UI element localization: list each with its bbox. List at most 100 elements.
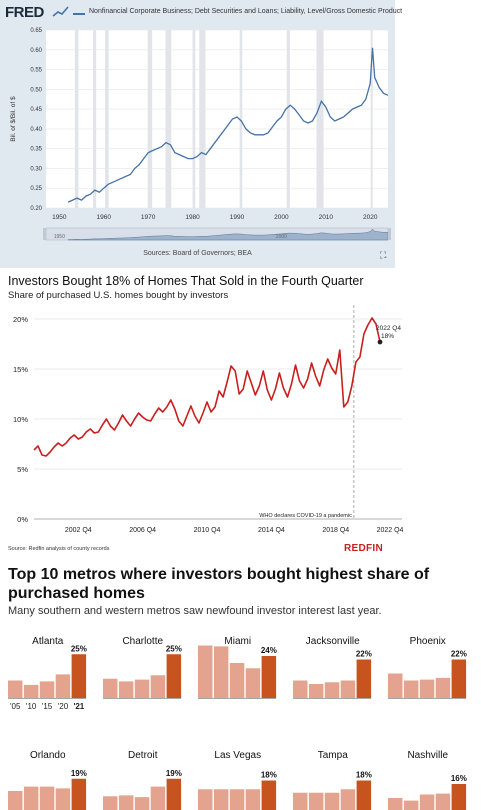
metro-bar — [435, 793, 451, 810]
fred-x-tick-label: 2020 — [363, 214, 378, 221]
metro-bar — [71, 778, 87, 810]
metro-bar — [308, 792, 324, 810]
metro-bar — [435, 677, 451, 698]
metro-bar — [340, 680, 356, 698]
redfin-plot: 0% 5% 10% 15% 20% 2002 Q4 2006 Q4 2010 Q4 2014 Q… — [13, 305, 404, 534]
fred-y-tick-label: 0.45 — [30, 107, 42, 113]
recession-shading — [74, 30, 79, 208]
metro-latest-value-label: 19% — [71, 769, 87, 778]
metro-name-tampa: Tampa — [318, 750, 348, 761]
metro-bar — [166, 654, 182, 698]
recession-shading — [192, 30, 196, 208]
metro-latest-value-label: 22% — [356, 650, 372, 659]
metro-year-label: '21 — [73, 702, 84, 711]
redfin-chart-subtitle: Share of purchased U.S. homes bought by … — [8, 290, 229, 301]
metro-name-phoenix: Phoenix — [410, 636, 446, 647]
metro-bar — [198, 645, 213, 698]
metro-bar — [118, 795, 134, 810]
fred-series-line — [67, 47, 389, 203]
fred-plot: 0.20 0.25 0.30 0.35 0.40 0.45 0.50 0.55 0.60 0.65… — [10, 28, 391, 241]
recession-shading — [147, 30, 153, 208]
metro-year-label: '10 — [26, 702, 37, 711]
metro-name-nashville: Nashville — [407, 750, 448, 761]
metro-year-label: '05 — [10, 702, 21, 711]
metro-bar — [118, 681, 134, 698]
metro-bar — [198, 789, 213, 810]
metro-bar — [403, 680, 419, 698]
fred-logo: FRED — [5, 4, 44, 21]
fred-y-tick-label: 0.35 — [30, 147, 42, 153]
metro-bar — [308, 684, 324, 698]
metro-bar — [71, 654, 87, 698]
fred-y-tick-label: 0.50 — [30, 87, 42, 93]
metro-latest-value-label: 16% — [451, 774, 467, 783]
metro-bar — [55, 674, 71, 698]
metro-bar — [388, 798, 403, 810]
metros-small-multiples: Atlanta25%'05'10'15'20'21Charlotte25%Mia… — [8, 636, 467, 810]
metro-bar — [103, 796, 118, 810]
metro-year-label: '15 — [42, 702, 53, 711]
metro-latest-value-label: 18% — [261, 771, 277, 780]
fred-plot-area — [46, 30, 388, 208]
metro-bar — [150, 675, 166, 698]
metro-bar — [419, 794, 435, 810]
navigator-area — [67, 228, 389, 241]
metro-latest-value-label: 18% — [356, 771, 372, 780]
redfin-source: Source: Redfin analysis of county record… — [8, 546, 110, 552]
metro-bar — [23, 786, 39, 810]
metro-latest-value-label: 25% — [71, 644, 87, 653]
metro-bar — [356, 659, 372, 698]
fred-source: Sources: Board of Governors; BEA — [143, 250, 252, 257]
metro-name-orlando: Orlando — [30, 750, 66, 761]
expand-icon[interactable]: ⛶ — [380, 250, 387, 260]
recession-shading — [316, 30, 324, 208]
metro-bar — [229, 663, 245, 698]
fred-y-tick-label: 0.65 — [30, 28, 42, 34]
fred-y-tick-label: 0.55 — [30, 68, 42, 74]
fred-y-tick-label: 0.40 — [30, 127, 42, 133]
redfin-y-tick-label: 20% — [13, 315, 28, 324]
metros-title: Top 10 metros where investors bought hig… — [8, 566, 430, 602]
metro-bar — [39, 786, 55, 810]
fred-x-tick-label: 1970 — [141, 214, 156, 221]
metro-name-miami: Miami — [224, 636, 251, 647]
metro-bar — [55, 788, 71, 810]
metro-latest-value-label: 25% — [166, 644, 182, 653]
metro-bar — [134, 679, 150, 698]
navigator-year-label: 2000 — [276, 234, 287, 240]
metro-latest-value-label: 22% — [451, 650, 467, 659]
metro-bar — [23, 684, 39, 698]
recession-shading — [165, 30, 172, 208]
redfin-y-tick-label: 15% — [13, 365, 28, 374]
latest-point-date-label: 2022 Q4 — [376, 325, 401, 332]
metro-bar — [419, 679, 435, 698]
metro-bar — [356, 780, 372, 810]
metro-bar — [340, 789, 356, 810]
redfin-x-tick-label: 2006 Q4 — [129, 527, 156, 534]
recession-shading — [93, 30, 97, 208]
redfin-x-tick-label: 2002 Q4 — [65, 527, 92, 534]
metro-bar — [134, 797, 150, 810]
metro-bar — [293, 680, 308, 698]
metro-bar — [8, 791, 23, 810]
redfin-y-tick-label: 5% — [17, 465, 28, 474]
fred-y-tick-label: 0.20 — [30, 206, 42, 212]
metro-bar — [245, 789, 261, 810]
metro-name-las-vegas: Las Vegas — [214, 750, 261, 761]
fred-chart-panel: FRED Nonfinancial Corporate Business; De… — [0, 0, 402, 268]
metro-bar — [8, 680, 23, 698]
recession-shading — [199, 30, 206, 208]
metro-bar — [39, 681, 55, 698]
fred-x-tick-label: 1960 — [97, 214, 112, 221]
metro-bar — [261, 780, 277, 810]
metro-name-jacksonville: Jacksonville — [306, 636, 360, 647]
fred-x-tick-label: 2000 — [274, 214, 289, 221]
fred-series-title: Nonfinancial Corporate Business; Debt Se… — [89, 8, 403, 15]
covid-annotation: WHO declares COVID-19 a pandemic — [259, 513, 352, 519]
metro-bar — [293, 792, 308, 810]
recession-shading — [286, 30, 290, 208]
latest-point-value-label: 18% — [381, 333, 394, 340]
redfin-chart-title: Investors Bought 18% of Homes That Sold … — [8, 274, 364, 288]
metro-bar — [403, 800, 419, 810]
navigator-handle-left — [43, 228, 46, 240]
